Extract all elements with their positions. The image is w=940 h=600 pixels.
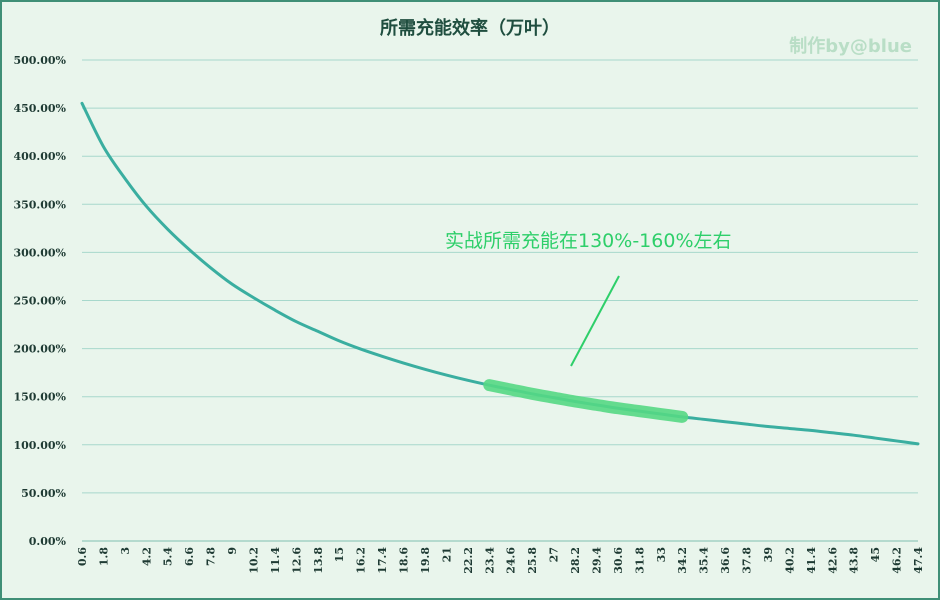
y-tick-label: 150.00%	[13, 391, 66, 404]
x-tick-label: 6.6	[183, 547, 196, 566]
x-tick-label: 40.2	[783, 547, 796, 574]
x-tick-label: 0.6	[76, 547, 89, 566]
x-tick-label: 1.8	[97, 547, 110, 566]
x-tick-label: 12.6	[290, 547, 303, 574]
x-tick-label: 39	[762, 547, 775, 562]
x-tick-label: 41.4	[805, 547, 818, 574]
x-tick-label: 17.4	[376, 547, 389, 574]
x-tick-label: 13.8	[312, 547, 325, 574]
watermark: 制作by@blue	[789, 36, 912, 57]
y-tick-label: 50.00%	[21, 487, 66, 500]
y-tick-label: 450.00%	[13, 102, 66, 115]
x-tick-label: 25.8	[526, 547, 539, 574]
x-tick-label: 19.8	[419, 547, 432, 574]
x-tick-label: 23.4	[483, 547, 496, 574]
x-tick-label: 27	[548, 547, 561, 562]
x-tick-label: 30.6	[612, 547, 625, 574]
x-tick-label: 33	[655, 547, 668, 562]
x-tick-label: 21	[440, 547, 453, 562]
y-tick-label: 200.00%	[13, 343, 66, 356]
y-tick-label: 300.00%	[13, 246, 66, 259]
y-tick-label: 0.00%	[29, 535, 67, 548]
annotation-pointer-line	[570, 275, 620, 367]
x-tick-label: 28.2	[569, 547, 582, 574]
annotation-text: 实战所需充能在130%-160%左右	[445, 230, 732, 252]
x-tick-label: 9	[226, 547, 239, 555]
x-tick-label: 45	[869, 547, 882, 562]
x-tick-label: 5.4	[162, 547, 175, 566]
x-tick-label: 43.8	[848, 547, 861, 574]
x-tick-label: 29.4	[590, 547, 603, 574]
x-tick-label: 3	[119, 547, 132, 555]
y-tick-label: 100.00%	[13, 439, 66, 452]
x-tick-label: 15	[333, 547, 346, 562]
x-tick-label: 11.4	[269, 547, 282, 574]
y-tick-label: 350.00%	[13, 198, 66, 211]
x-tick-label: 7.8	[205, 547, 218, 566]
chart-title: 所需充能效率（万叶）	[380, 18, 560, 39]
y-tick-label: 400.00%	[13, 150, 66, 163]
y-tick-label: 500.00%	[13, 54, 66, 67]
x-tick-label: 31.8	[633, 547, 646, 574]
x-tick-label: 36.6	[719, 547, 732, 574]
x-tick-label: 34.2	[676, 547, 689, 574]
x-tick-label: 42.6	[826, 547, 839, 574]
x-tick-label: 22.2	[462, 547, 475, 574]
highlight-range	[483, 379, 689, 423]
x-tick-label: 4.2	[140, 547, 153, 566]
x-tick-label: 37.8	[741, 547, 754, 574]
x-tick-label: 46.2	[891, 547, 904, 574]
x-tick-label: 24.6	[505, 547, 518, 574]
x-tick-label: 16.2	[355, 547, 368, 574]
x-tick-label: 35.4	[698, 547, 711, 574]
x-tick-label: 47.4	[912, 547, 925, 574]
y-tick-label: 250.00%	[13, 295, 66, 308]
x-tick-label: 10.2	[247, 547, 260, 574]
x-tick-label: 18.6	[398, 547, 411, 574]
